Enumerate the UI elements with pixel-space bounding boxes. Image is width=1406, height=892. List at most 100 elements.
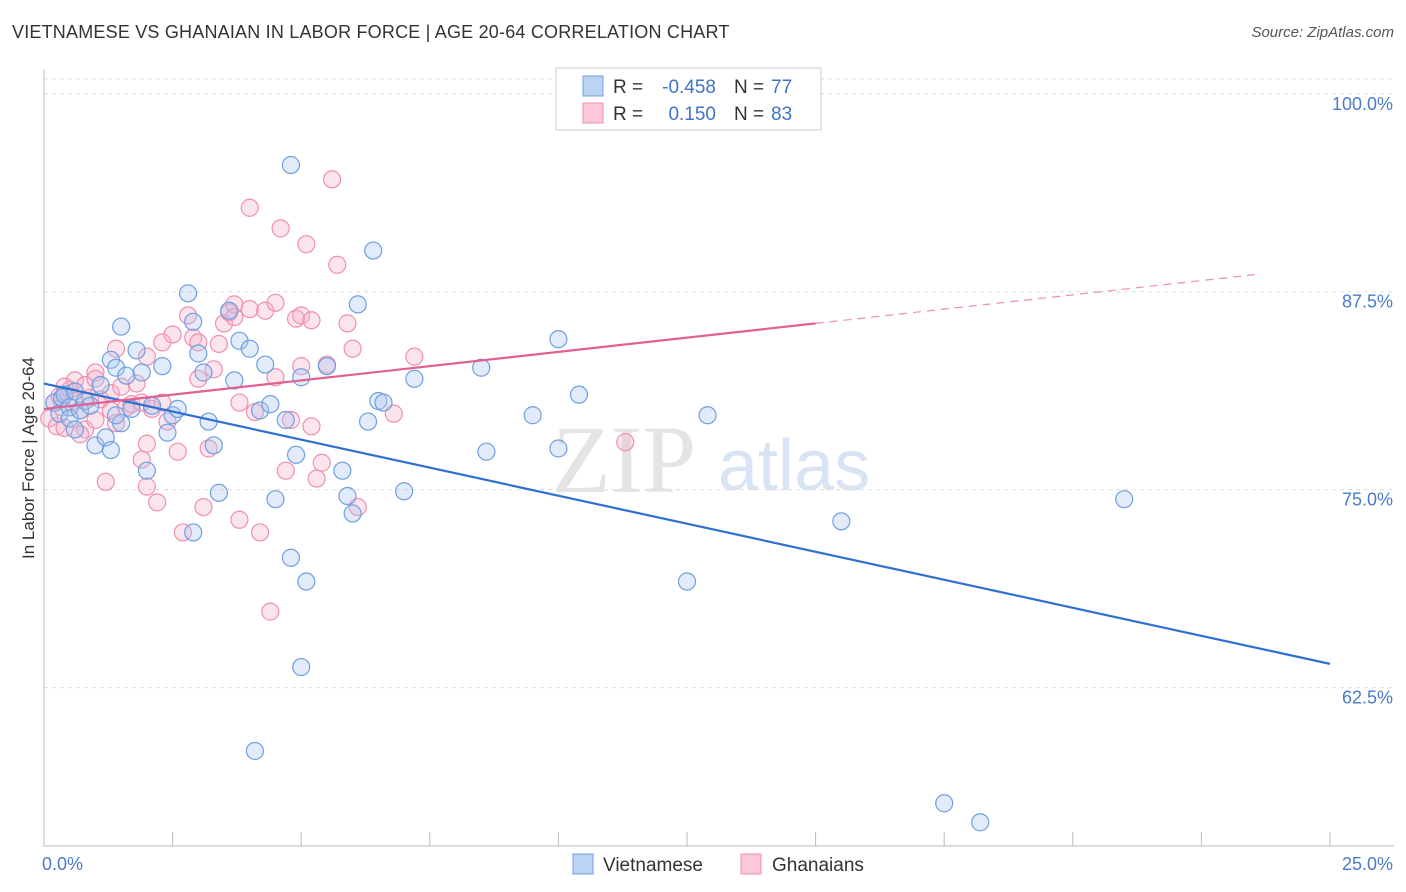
watermark-zip: ZIP bbox=[552, 406, 696, 513]
watermark-atlas: atlas bbox=[718, 426, 870, 506]
y-tick-label: 87.5% bbox=[1342, 292, 1393, 312]
vietnamese-point bbox=[358, 412, 378, 431]
vietnamese-point bbox=[832, 512, 851, 531]
x-tick-marks bbox=[43, 832, 1331, 846]
vietnamese-point bbox=[266, 490, 285, 509]
ghanaians-point bbox=[240, 198, 259, 217]
ghanaians-point bbox=[312, 453, 331, 472]
ghanaians-point bbox=[199, 439, 218, 458]
ghanaians-points bbox=[40, 170, 635, 621]
vietnamese-point bbox=[286, 445, 306, 464]
ghanaians-point bbox=[328, 255, 347, 274]
vietnamese-point bbox=[394, 482, 414, 501]
legend-n-value-2: 83 bbox=[771, 104, 792, 125]
ghanaians-point bbox=[96, 472, 115, 491]
vietnamese-point bbox=[477, 442, 496, 461]
ghanaians-point bbox=[137, 434, 156, 453]
vietnamese-point bbox=[297, 572, 316, 591]
ghanaians-point bbox=[322, 170, 342, 189]
vietnamese-point bbox=[50, 404, 69, 423]
legend-n-label-2: N = bbox=[734, 104, 764, 125]
vietnamese-point bbox=[91, 376, 110, 395]
ghanaians-point bbox=[281, 410, 301, 430]
vietnamese-point bbox=[220, 301, 239, 320]
vietnamese-point bbox=[65, 420, 84, 439]
vietnamese-point bbox=[405, 369, 424, 388]
vietnamese-point bbox=[189, 344, 208, 363]
vietnamese-point bbox=[364, 241, 383, 260]
vietnamese-point bbox=[132, 363, 151, 382]
vietnamese-point bbox=[549, 439, 568, 458]
bottom-legend-vietnamese: Vietnamese bbox=[603, 855, 703, 876]
vietnamese-point bbox=[569, 385, 589, 404]
bottom-legend-swatch-ghanaians bbox=[740, 853, 762, 875]
ghanaians-point bbox=[209, 334, 228, 354]
vietnamese-point bbox=[338, 486, 357, 506]
vietnamese-point bbox=[281, 548, 301, 567]
vietnamese-point bbox=[153, 357, 172, 376]
ghanaians-point bbox=[250, 523, 270, 542]
chart-title: VIETNAMESE VS GHANAIAN IN LABOR FORCE | … bbox=[12, 22, 730, 42]
ghanaians-point bbox=[194, 497, 213, 517]
ghanaians-trendline bbox=[43, 322, 816, 410]
y-tick-label: 75.0% bbox=[1342, 490, 1393, 510]
vietnamese-point bbox=[178, 284, 198, 303]
vietnamese-point bbox=[81, 396, 100, 415]
vietnamese-point bbox=[523, 406, 542, 425]
stats-legend: R = -0.458 N = 77 R = 0.150 N = 83 bbox=[555, 67, 822, 131]
vietnamese-point bbox=[276, 410, 295, 430]
ghanaians-point bbox=[276, 461, 295, 480]
ghanaians-point bbox=[153, 393, 172, 412]
legend-r-label-2: R = bbox=[613, 104, 643, 125]
ghanaians-point bbox=[86, 410, 105, 430]
ghanaians-point bbox=[266, 293, 285, 312]
ghanaians-point bbox=[148, 493, 167, 512]
ghanaians-point bbox=[240, 300, 259, 319]
vietnamese-point bbox=[935, 794, 954, 813]
ghanaians-point bbox=[616, 433, 635, 452]
vietnamese-point bbox=[677, 572, 697, 591]
ghanaians-point bbox=[266, 368, 285, 387]
vietnamese-point bbox=[374, 393, 393, 412]
vietnamese-point bbox=[250, 401, 270, 420]
x-tick-labels: 0.0% 25.0% bbox=[42, 854, 1393, 874]
vietnamese-point bbox=[281, 155, 301, 175]
vietnamese-point bbox=[194, 363, 213, 382]
y-axis-label: In Labor Force | Age 20-64 bbox=[19, 357, 38, 559]
x-tick-label-min: 0.0% bbox=[42, 854, 83, 874]
ghanaians-point bbox=[286, 309, 306, 328]
vietnamese-point bbox=[245, 741, 265, 761]
vietnamese-points bbox=[45, 155, 1134, 832]
series-legend: Vietnamese Ghanaians bbox=[572, 853, 864, 876]
ghanaians-point bbox=[137, 477, 156, 496]
vietnamese-point bbox=[101, 440, 120, 460]
legend-r-label-1: R = bbox=[613, 77, 643, 98]
ghanaians-point bbox=[112, 377, 131, 396]
ghanaians-point bbox=[230, 510, 249, 529]
vietnamese-point bbox=[292, 368, 311, 387]
legend-swatch-ghanaians bbox=[582, 102, 604, 124]
legend-n-label-1: N = bbox=[734, 77, 764, 98]
y-tick-label: 62.5% bbox=[1342, 688, 1393, 708]
vietnamese-point bbox=[184, 523, 203, 542]
vietnamese-point bbox=[137, 461, 156, 480]
ghanaians-point bbox=[292, 306, 311, 325]
vietnamese-point bbox=[209, 483, 228, 502]
vietnamese-point bbox=[333, 461, 352, 480]
ghanaians-point bbox=[338, 314, 357, 333]
ghanaians-point bbox=[271, 219, 290, 238]
vietnamese-point bbox=[1115, 490, 1134, 509]
vietnamese-point bbox=[549, 330, 568, 349]
ghanaians-point bbox=[307, 469, 326, 488]
vietnamese-point bbox=[204, 436, 223, 455]
legend-swatch-vietnamese bbox=[582, 75, 604, 97]
vietnamese-point bbox=[117, 366, 136, 385]
vietnamese-point bbox=[261, 395, 280, 414]
ghanaians-point bbox=[230, 393, 249, 412]
ghanaians-point bbox=[384, 404, 403, 423]
vietnamese-trendline bbox=[43, 382, 1331, 665]
legend-n-value-1: 77 bbox=[771, 77, 792, 98]
ghanaians-point bbox=[173, 523, 192, 542]
ghanaians-point bbox=[297, 235, 316, 254]
legend-r-value-1: -0.458 bbox=[662, 77, 716, 98]
